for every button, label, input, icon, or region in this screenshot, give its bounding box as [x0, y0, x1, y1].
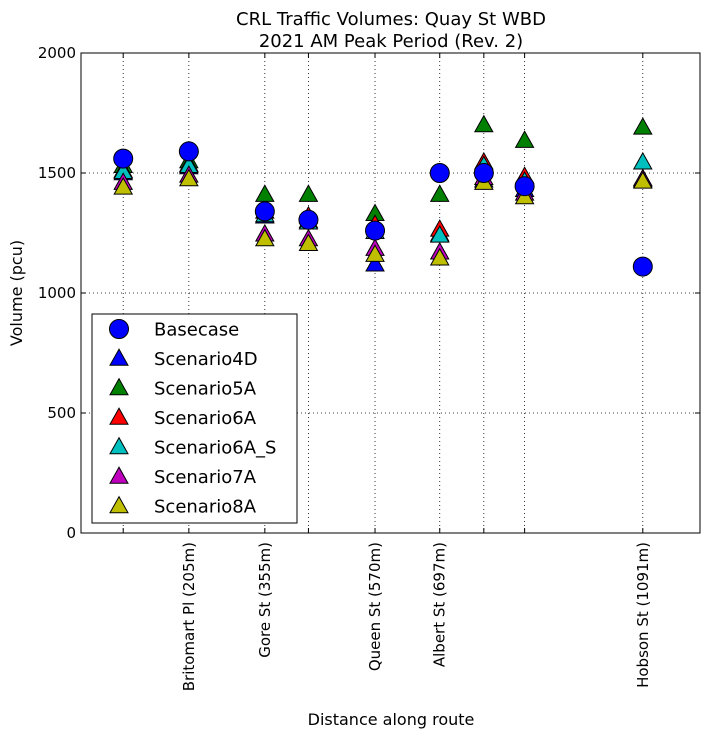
- point-scenario8a: [365, 244, 385, 262]
- data-markers: [113, 114, 653, 277]
- legend-marker-scenario4d: [109, 348, 129, 366]
- chart-title-line-2: 2021 AM Peak Period (Rev. 2): [259, 31, 523, 52]
- legend-label-scenario6a-s: Scenario6A_S: [154, 438, 276, 459]
- legend-label-scenario7a: Scenario7A: [154, 467, 257, 488]
- point-scenario8a: [632, 171, 653, 189]
- point-basecase: [473, 163, 494, 183]
- point-basecase: [514, 176, 535, 197]
- point-scenario4d: [365, 253, 385, 272]
- point-scenario8a: [429, 247, 450, 266]
- legend-marker-scenario5a: [109, 377, 129, 396]
- point-scenario5a: [429, 184, 450, 202]
- x-tick-label: Albert St (697m): [431, 542, 449, 667]
- point-scenario8a: [298, 233, 319, 252]
- y-axis-label: Volume (pcu): [7, 240, 26, 346]
- point-basecase: [113, 148, 134, 169]
- x-tick-label: Queen St (570m): [366, 542, 384, 671]
- point-basecase: [298, 209, 319, 230]
- point-scenario8a: [254, 228, 275, 247]
- point-basecase: [178, 141, 199, 162]
- x-tick-label: Gore St (355m): [256, 542, 274, 658]
- legend-marker-basecase: [109, 319, 129, 339]
- point-scenario8a: [113, 177, 134, 195]
- legend-box: [91, 313, 298, 524]
- point-scenario5a: [298, 184, 319, 202]
- x-axis-label: Distance along route: [308, 710, 475, 729]
- y-axis-ticks: 0 500 1000 1500 2000: [38, 44, 700, 542]
- legend-label-scenario5a: Scenario5A: [154, 379, 257, 400]
- legend-marker-scenario8a: [109, 495, 129, 514]
- point-scenario5a: [514, 130, 535, 148]
- point-basecase: [429, 163, 450, 183]
- legend-marker-scenario6a-s: [109, 436, 129, 455]
- point-basecase: [632, 256, 653, 277]
- point-basecase: [365, 220, 386, 241]
- y-tick-label: 2000: [38, 44, 76, 62]
- y-tick-label: 1000: [38, 284, 76, 302]
- legend-marker-scenario6a: [109, 407, 129, 425]
- y-tick-label: 500: [47, 404, 76, 422]
- legend-marker-scenario7a: [109, 466, 129, 484]
- x-tick-label: Hobson St (1091m): [634, 542, 652, 688]
- point-scenario8a: [179, 168, 199, 187]
- y-tick-label: 1500: [38, 164, 76, 182]
- x-tick-label: Britomart Pl (205m): [180, 542, 198, 691]
- point-scenario5a: [632, 117, 653, 135]
- point-basecase: [254, 201, 275, 222]
- x-axis-ticks: Britomart Pl (205m) Gore St (355m) Queen S…: [122, 53, 652, 691]
- legend-label-scenario8a: Scenario8A: [154, 497, 257, 518]
- legend: Basecase Scenario4D Scenario5A Scenario6A Sc…: [91, 313, 298, 524]
- legend-label-basecase: Basecase: [154, 320, 239, 341]
- legend-label-scenario6a: Scenario6A: [154, 408, 257, 429]
- point-scenario5a: [473, 114, 494, 133]
- legend-label-scenario4d: Scenario4D: [154, 349, 258, 370]
- chart-title-line-1: CRL Traffic Volumes: Quay St WBD: [236, 9, 546, 30]
- y-tick-label: 0: [66, 524, 76, 542]
